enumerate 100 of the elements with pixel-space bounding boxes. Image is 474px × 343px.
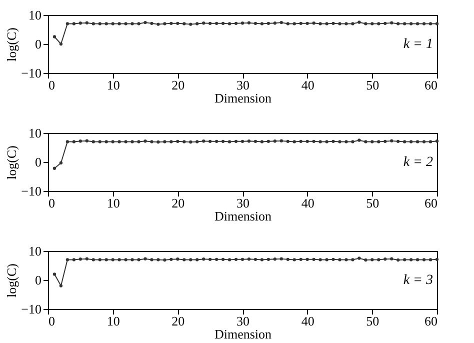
point — [98, 140, 102, 144]
x-axis-title: Dimension — [214, 208, 272, 224]
point — [78, 22, 82, 25]
point — [182, 258, 186, 262]
point — [208, 258, 212, 261]
point — [150, 140, 154, 144]
point — [78, 140, 82, 143]
point — [364, 22, 368, 26]
point — [104, 140, 108, 144]
point — [403, 258, 406, 262]
point — [228, 258, 232, 262]
point — [266, 22, 270, 25]
point — [202, 140, 206, 143]
point — [118, 22, 121, 26]
point — [234, 258, 238, 261]
point — [403, 140, 406, 144]
point — [338, 22, 342, 26]
point — [137, 22, 140, 26]
point — [384, 22, 387, 25]
point — [170, 140, 173, 144]
point — [214, 258, 218, 261]
y-tick-label: 0 — [35, 272, 42, 288]
point — [104, 258, 108, 262]
point — [292, 140, 296, 144]
x-tick-label: 20 — [172, 196, 185, 210]
point — [370, 22, 374, 26]
point — [325, 258, 328, 262]
point — [156, 258, 160, 262]
point — [364, 140, 368, 144]
point — [182, 22, 186, 26]
point — [85, 139, 88, 142]
point — [260, 258, 264, 262]
point — [234, 22, 238, 25]
point — [196, 22, 199, 26]
point — [358, 20, 361, 24]
point — [98, 22, 102, 26]
point — [286, 140, 290, 143]
point — [254, 22, 258, 25]
point — [299, 22, 302, 25]
y-axis-title: log(C) — [4, 146, 20, 180]
point — [176, 258, 180, 261]
x-tick-label: 50 — [366, 196, 380, 210]
point — [416, 22, 420, 26]
point — [312, 258, 316, 261]
x-tick-label: 40 — [301, 78, 314, 92]
point — [111, 258, 114, 262]
point — [144, 20, 147, 24]
point — [111, 22, 114, 26]
point — [338, 140, 342, 144]
x-tick-label: 0 — [48, 78, 55, 92]
x-tick-label: 40 — [301, 314, 314, 328]
point — [422, 140, 426, 144]
y-axis-title: log(C) — [4, 264, 20, 298]
y-tick-label: 10 — [28, 8, 42, 22]
point — [52, 166, 56, 170]
point — [156, 140, 160, 144]
point — [428, 22, 432, 26]
point — [370, 140, 374, 144]
annotation: k = 3 — [403, 273, 433, 288]
point — [124, 140, 128, 144]
point — [306, 22, 309, 25]
point — [273, 140, 276, 143]
point — [273, 258, 276, 261]
point — [92, 258, 95, 262]
point — [254, 258, 258, 261]
point — [52, 272, 56, 276]
point — [234, 140, 238, 143]
point — [384, 140, 387, 143]
point — [260, 22, 264, 26]
point — [254, 140, 258, 143]
point — [358, 138, 361, 142]
point — [280, 20, 283, 24]
point — [299, 140, 302, 143]
x-tick-label: 0 — [48, 314, 55, 328]
point — [416, 258, 420, 262]
point — [260, 140, 264, 144]
point — [344, 140, 348, 144]
point — [182, 140, 186, 144]
point — [247, 140, 251, 143]
point — [428, 140, 432, 144]
point — [312, 22, 316, 25]
point — [98, 258, 102, 262]
y-axis-title: log(C) — [4, 28, 20, 62]
point — [208, 140, 212, 143]
point — [72, 258, 76, 262]
point — [435, 258, 439, 261]
point — [228, 140, 232, 144]
point — [318, 140, 322, 144]
point — [72, 22, 76, 26]
point — [266, 258, 270, 261]
point — [377, 22, 380, 26]
point — [338, 258, 342, 262]
point — [306, 258, 309, 261]
x-tick-label: 60 — [424, 196, 438, 210]
point — [422, 258, 426, 262]
point — [422, 22, 426, 26]
point — [377, 258, 380, 262]
point — [396, 140, 400, 143]
point — [92, 22, 95, 26]
point — [390, 139, 394, 142]
